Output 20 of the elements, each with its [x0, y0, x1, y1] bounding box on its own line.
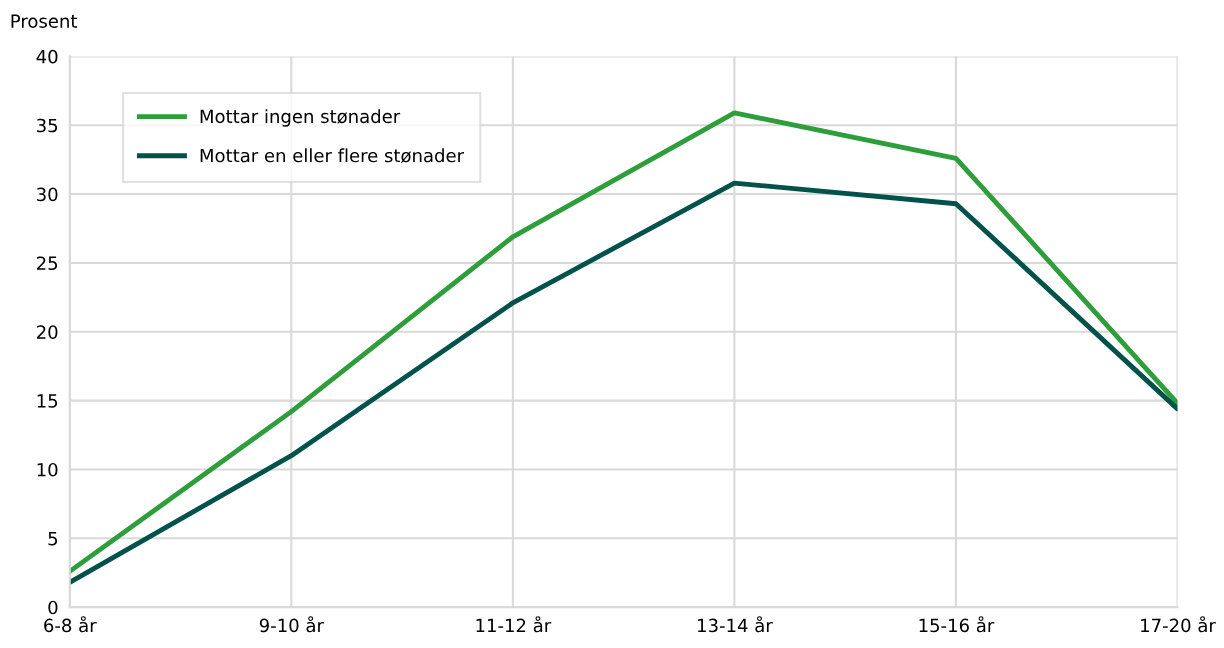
y-tick-label: 35 [37, 118, 58, 133]
line-series [69, 110, 1178, 574]
y-tick-label: 15 [37, 394, 58, 408]
legend-label: Mottar ingen stønader [200, 109, 401, 127]
y-tick-label: 40 [36, 49, 58, 64]
x-tick-label: 17-20 år [1141, 616, 1216, 633]
x-tick-label: 13-14 år [698, 616, 773, 633]
x-tick-label: 9-10 år [259, 616, 324, 633]
line-series [69, 180, 1178, 585]
y-tick-label: 30 [37, 187, 58, 202]
x-tick-label: 6-8 år [44, 616, 97, 633]
y-tick-label: 5 [48, 532, 58, 546]
x-tick-label: 15-16 år [919, 616, 995, 633]
y-axis-title: Prosent [11, 14, 78, 28]
y-tick-label: 0 [48, 600, 58, 615]
x-tick-label: 11-12 år [476, 616, 552, 633]
legend-label: Mottar en eller flere stønader [200, 148, 465, 163]
y-tick-label: 25 [37, 256, 58, 271]
y-tick-label: 20 [37, 325, 58, 339]
y-tick-label: 10 [37, 462, 58, 477]
